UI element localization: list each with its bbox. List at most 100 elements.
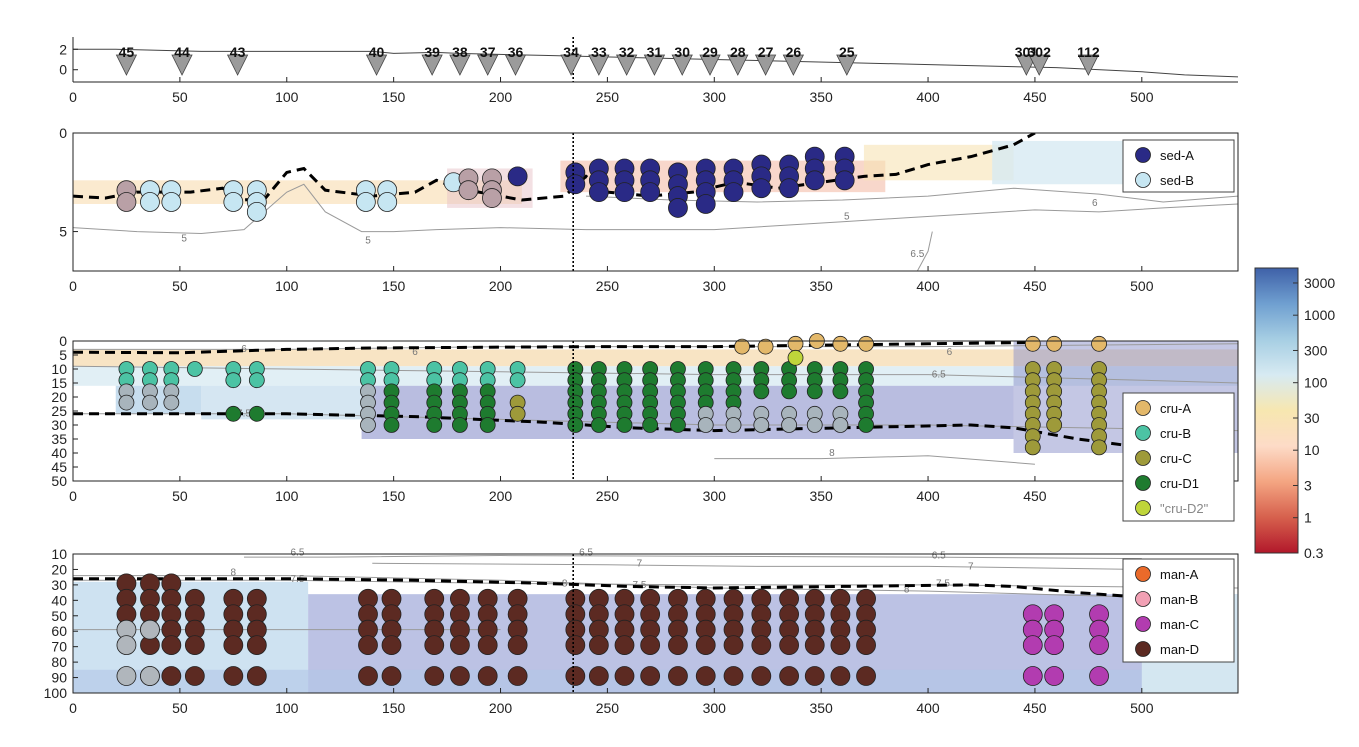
data-point [723,635,744,656]
contour-line [714,455,1035,465]
data-point [161,666,182,686]
contour-line [372,562,1142,570]
station-marker [449,54,471,76]
y-tick-label: 2 [59,41,67,57]
data-point [246,635,267,656]
station-marker [643,54,666,76]
data-point [248,372,265,389]
station-label: 44 [174,44,190,60]
x-tick-label: 450 [1023,700,1047,716]
x-tick-label: 500 [1130,89,1154,105]
legend-swatch [1135,172,1151,188]
data-point [1024,335,1041,352]
x-tick-label: 50 [172,700,188,716]
x-tick-label: 100 [275,278,299,294]
station-marker [1077,54,1100,76]
colorbar-tick-label: 100 [1304,375,1328,391]
data-point [723,666,744,686]
legend-label: man-D [1160,642,1199,657]
y-tick-label: 0 [59,125,67,141]
x-tick-label: 50 [172,89,188,105]
data-point [614,666,635,686]
y-tick-label: 10 [51,546,67,562]
station-label: 43 [230,44,246,60]
series-cru-C [509,361,1107,456]
data-point [614,635,635,656]
colorbar-tick-label: 10 [1304,442,1320,458]
data-point [858,335,874,352]
data-point [223,666,244,686]
data-point [452,417,468,433]
colorbar-tick-label: 1 [1304,510,1312,526]
station-marker [754,54,777,76]
data-point [225,372,242,389]
data-point [482,188,502,208]
contour-label: 6 [1092,198,1098,209]
data-point [1024,439,1041,456]
data-point [781,383,798,400]
data-point [804,635,825,656]
series-cru-D1 [225,361,874,433]
x-tick-label: 350 [809,278,833,294]
x-tick-label: 200 [489,89,513,105]
contour-label: 8 [829,448,835,459]
x-tick-label: 150 [382,700,406,716]
boundary-dashed-line [73,341,1035,355]
contour-label: 6 [412,347,418,358]
station-marker [727,54,749,76]
data-point [640,635,661,656]
series-sed-B [140,172,464,222]
data-point [779,178,800,199]
station-marker [171,54,193,76]
data-point [163,394,180,411]
station-marker [782,54,805,76]
contour-label: 7 [637,558,643,569]
y-tick-label: 20 [51,389,67,405]
y-tick-label: 90 [51,670,67,686]
legend-label: cru-D1 [1160,476,1199,491]
x-tick-label: 100 [275,89,299,105]
colorbar: 3000 1000 300 100 30 10 3 1 0.3 [1254,267,1335,561]
data-point [858,417,874,433]
data-point [804,170,825,191]
data-point [140,619,160,640]
x-tick-label: 300 [703,700,727,716]
y-tick-label: 5 [59,224,67,240]
data-point [832,383,849,400]
sediment-panel: 5 5 5 6 6.5 0 50 100 150 200 250 300 350 400 450 500 0 5 s… [59,125,1239,294]
data-point [695,194,716,214]
contour-line [73,183,1238,235]
data-point [479,417,496,433]
y-tick-label: 80 [51,654,67,670]
y-tick-label: 15 [51,375,67,391]
x-tick-label: 150 [382,89,406,105]
x-tick-label: 300 [703,488,727,504]
data-point [1089,635,1109,656]
data-point [140,666,160,686]
data-point [695,666,716,686]
station-label: 36 [508,44,524,60]
data-point [640,182,661,203]
contour-line [73,365,1238,384]
y-tick-label: 50 [51,473,67,489]
x-tick-label: 450 [1023,278,1047,294]
data-point [246,666,267,686]
legend-swatch [1135,425,1151,441]
x-tick-label: 250 [596,488,620,504]
legend-swatch [1135,616,1151,632]
data-point [751,666,772,686]
station-label: 25 [839,44,855,60]
station-marker [560,54,582,76]
series-unassigned [116,619,160,686]
data-point [806,383,823,400]
data-point [477,666,498,686]
moho-dashed-line [73,577,1238,602]
x-tick-label: 0 [69,700,77,716]
station-marker [477,54,499,76]
legend-swatch [1135,641,1151,657]
data-point [507,166,528,187]
x-tick-label: 350 [809,89,833,105]
x-tick-label: 450 [1023,89,1047,105]
resistivity-block [560,160,886,193]
